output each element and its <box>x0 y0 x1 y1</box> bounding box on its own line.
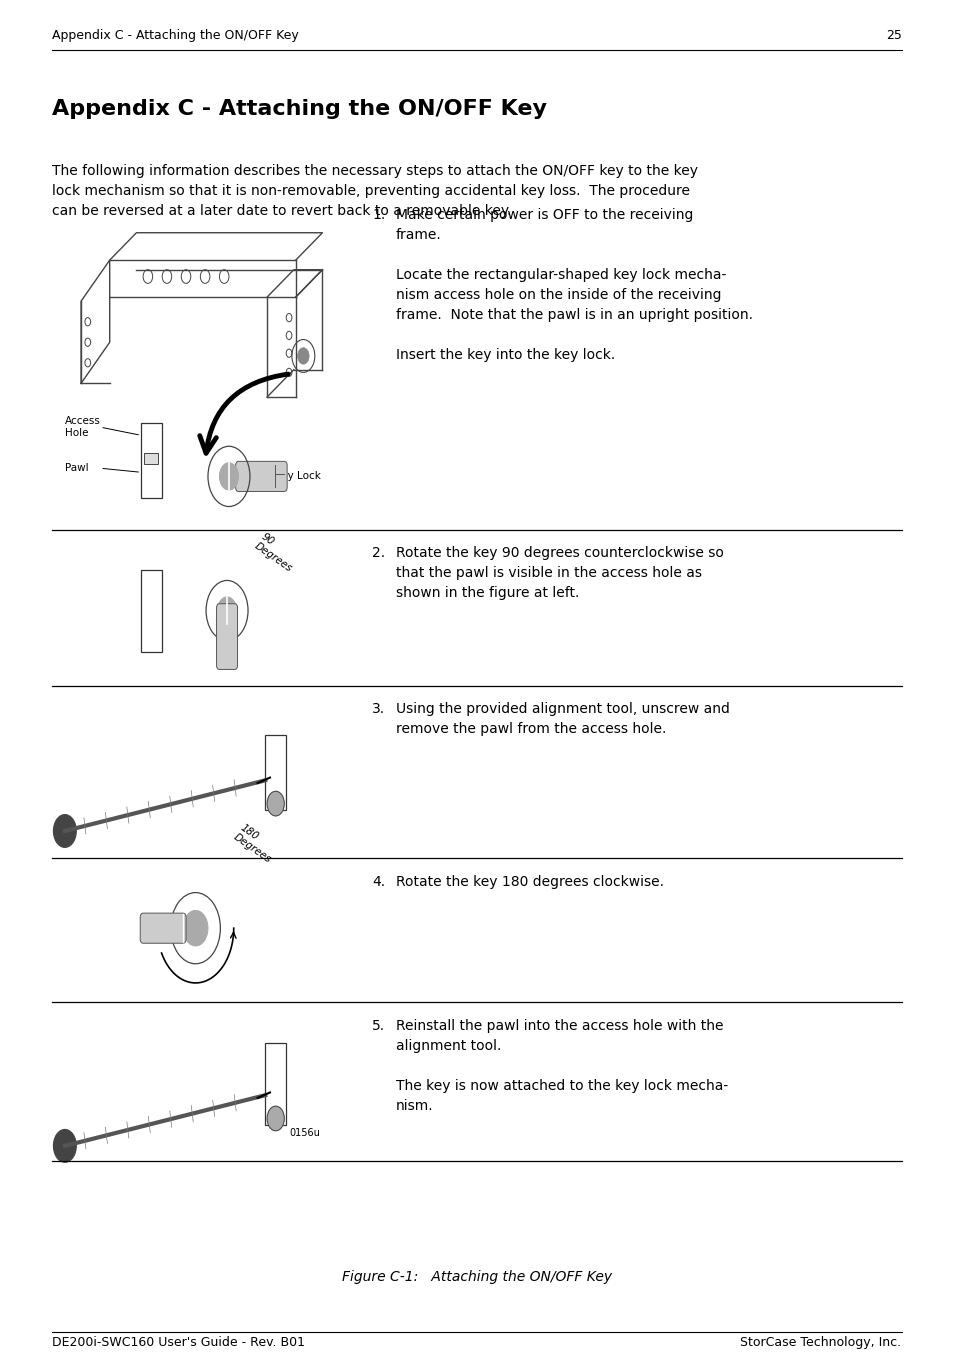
Text: 2.: 2. <box>372 546 385 560</box>
Text: Using the provided alignment tool, unscrew and
remove the pawl from the access h: Using the provided alignment tool, unscr… <box>395 702 729 737</box>
Text: 3.: 3. <box>372 702 385 716</box>
Text: DE200i-SWC160 User's Guide - Rev. B01: DE200i-SWC160 User's Guide - Rev. B01 <box>52 1336 305 1348</box>
FancyBboxPatch shape <box>216 604 237 669</box>
Text: Figure C-1:   Attaching the ON/OFF Key: Figure C-1: Attaching the ON/OFF Key <box>341 1270 612 1284</box>
Circle shape <box>217 597 236 624</box>
Bar <box>144 453 158 464</box>
FancyBboxPatch shape <box>235 461 287 491</box>
Text: StorCase Technology, Inc.: StorCase Technology, Inc. <box>740 1336 901 1348</box>
Text: Make certain power is OFF to the receiving
frame.

Locate the rectangular-shaped: Make certain power is OFF to the receivi… <box>395 208 752 363</box>
Bar <box>265 1043 286 1125</box>
Circle shape <box>183 910 208 946</box>
Text: Pawl: Pawl <box>65 463 89 474</box>
Text: 180
Degrees: 180 Degrees <box>232 823 279 865</box>
Bar <box>265 735 286 810</box>
Text: 90
Degrees: 90 Degrees <box>253 531 300 574</box>
Circle shape <box>219 463 238 490</box>
Text: 25: 25 <box>884 29 901 41</box>
Text: Key Lock: Key Lock <box>274 471 320 482</box>
Circle shape <box>267 791 284 816</box>
Text: Rotate the key 180 degrees clockwise.: Rotate the key 180 degrees clockwise. <box>395 875 663 888</box>
Text: Appendix C - Attaching the ON/OFF Key: Appendix C - Attaching the ON/OFF Key <box>52 100 547 119</box>
Text: The following information describes the necessary steps to attach the ON/OFF key: The following information describes the … <box>52 164 698 219</box>
Text: Rotate the key 90 degrees counterclockwise so
that the pawl is visible in the ac: Rotate the key 90 degrees counterclockwi… <box>395 546 723 601</box>
Circle shape <box>53 815 76 847</box>
Text: 5.: 5. <box>372 1019 385 1032</box>
Text: Reinstall the pawl into the access hole with the
alignment tool.

The key is now: Reinstall the pawl into the access hole … <box>395 1019 727 1113</box>
Text: 4.: 4. <box>372 875 385 888</box>
FancyBboxPatch shape <box>140 913 186 943</box>
Text: Appendix C - Attaching the ON/OFF Key: Appendix C - Attaching the ON/OFF Key <box>52 29 299 41</box>
Bar <box>141 423 162 498</box>
Circle shape <box>53 1129 76 1162</box>
Text: 0156u: 0156u <box>289 1128 319 1138</box>
Circle shape <box>267 1106 284 1131</box>
Text: Access
Hole: Access Hole <box>65 416 101 438</box>
Text: 1.: 1. <box>372 208 385 222</box>
Circle shape <box>297 348 309 364</box>
Bar <box>141 570 162 652</box>
